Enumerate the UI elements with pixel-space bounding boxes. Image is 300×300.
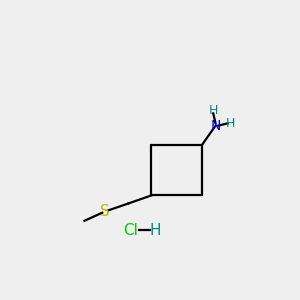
Text: N: N — [210, 118, 221, 133]
Text: H: H — [226, 117, 235, 130]
Text: H: H — [208, 104, 218, 117]
Text: S: S — [100, 204, 110, 219]
Text: H: H — [149, 223, 161, 238]
Text: Cl: Cl — [123, 223, 138, 238]
